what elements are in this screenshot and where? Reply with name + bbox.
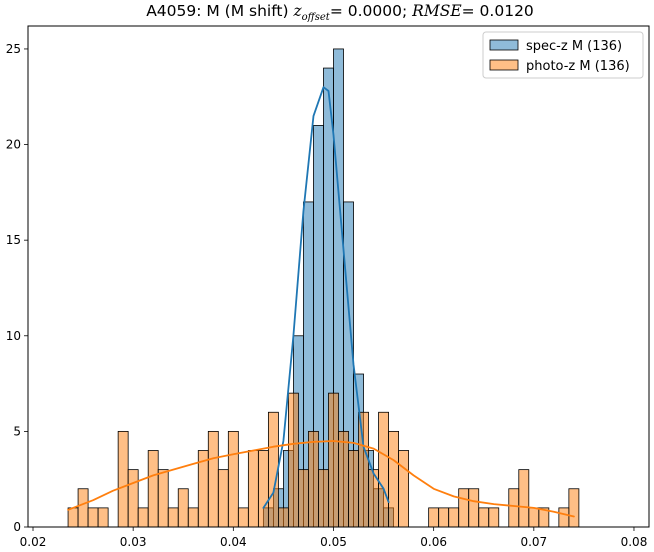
- y-tick-label: 15: [6, 233, 21, 247]
- histogram-bar-photo-z: [157, 469, 169, 528]
- histogram-bar-photo-z: [257, 450, 269, 528]
- histogram-bar-photo-z: [237, 507, 249, 528]
- x-tick-label: 0.02: [20, 535, 47, 549]
- y-tick-label: 5: [13, 424, 21, 438]
- x-tick-label: 0.08: [621, 535, 648, 549]
- histogram-bar-photo-z: [568, 488, 580, 528]
- legend-swatch: [489, 39, 519, 51]
- histogram-bar-photo-z: [187, 507, 199, 528]
- x-tick-label: 0.07: [520, 535, 547, 549]
- histogram-bar-photo-z: [448, 507, 460, 528]
- histogram-bar-photo-z: [318, 469, 329, 528]
- chart-title: A4059: M (M shift) zoffset= 0.0000; RMSE…: [0, 2, 654, 23]
- histogram-bar-photo-z: [308, 430, 319, 528]
- histogram-bar-photo-z: [207, 430, 219, 528]
- x-tick-label: 0.03: [120, 535, 147, 549]
- kde-layer: [67, 86, 575, 518]
- y-tick-label: 20: [6, 138, 21, 152]
- histogram-bar-photo-z: [298, 469, 309, 528]
- histogram-bar-photo-z: [458, 488, 470, 528]
- plot-frame: [27, 25, 650, 528]
- y-tick-label: 10: [6, 329, 21, 343]
- legend-label: photo-z M (136): [526, 59, 630, 74]
- histogram-bar-photo-z: [558, 507, 570, 528]
- histogram-bar-photo-z: [338, 430, 349, 528]
- histogram-bar-photo-z: [428, 507, 440, 528]
- x-tick-label: 0.04: [220, 535, 247, 549]
- histogram-bar-photo-z: [87, 507, 99, 528]
- histogram-bar-photo-z: [488, 507, 500, 528]
- histogram-bar-photo-z: [288, 392, 299, 528]
- legend-swatch: [489, 59, 519, 71]
- histogram-bar-photo-z: [378, 411, 389, 528]
- histogram-bar-photo-z: [358, 411, 369, 528]
- y-tick-label: 0: [13, 520, 21, 534]
- histogram-bar-photo-z: [137, 507, 149, 528]
- title-rmse-value: = 0.0120: [461, 2, 534, 20]
- x-axis: 0.02 0.03 0.04 0.05 0.06 0.07 0.08: [20, 527, 648, 549]
- title-rmse-symbol: RMSE: [412, 2, 462, 20]
- histogram-bar-photo-z: [398, 450, 410, 528]
- histogram-bar-photo-z: [227, 430, 239, 528]
- x-tick-label: 0.05: [320, 535, 347, 549]
- histogram-bar-photo-z: [127, 469, 139, 528]
- bars-layer: [67, 48, 580, 528]
- histogram-bar-photo-z: [147, 450, 159, 528]
- histogram-bar-photo-z: [528, 507, 540, 528]
- title-offset-symbol: z: [293, 2, 302, 20]
- legend-label: spec-z M (136): [526, 39, 622, 54]
- legend: spec-z M (136) photo-z M (136): [482, 31, 644, 79]
- y-tick-label: 25: [6, 42, 21, 56]
- histogram-bar-photo-z: [117, 430, 129, 528]
- histogram-bar-photo-z: [328, 392, 339, 528]
- histogram-bar-photo-z: [438, 507, 450, 528]
- histogram-bar-photo-z: [278, 507, 289, 528]
- title-separator: ;: [402, 2, 413, 20]
- histogram-bar-photo-z: [77, 488, 89, 528]
- histogram-bar-photo-z: [177, 488, 189, 528]
- histogram-bar-photo-z: [67, 507, 79, 528]
- histogram-bar-photo-z: [468, 488, 480, 528]
- y-axis: 0 5 10 15 20 25: [6, 42, 28, 534]
- histogram-bar-photo-z: [167, 507, 179, 528]
- histogram-bar-photo-z: [388, 430, 399, 528]
- x-tick-label: 0.06: [420, 535, 447, 549]
- title-offset-value: = 0.0000: [329, 2, 402, 20]
- histogram-bar-photo-z: [348, 450, 359, 528]
- title-offset-subscript: offset: [301, 12, 330, 24]
- legend-box: [482, 31, 644, 79]
- histogram-bar-photo-z: [518, 469, 530, 528]
- kde-line-spec-z: [262, 86, 390, 509]
- title-prefix: A4059: M (M shift): [146, 2, 294, 20]
- histogram-bar-photo-z: [247, 450, 259, 528]
- kde-line-photo-z: [67, 440, 575, 518]
- histogram-bar-photo-z: [508, 488, 520, 528]
- histogram-bar-photo-z: [217, 469, 229, 528]
- histogram-bar-photo-z: [97, 507, 109, 528]
- histogram-bar-photo-z: [267, 411, 279, 528]
- histogram-bar-photo-z: [478, 507, 490, 528]
